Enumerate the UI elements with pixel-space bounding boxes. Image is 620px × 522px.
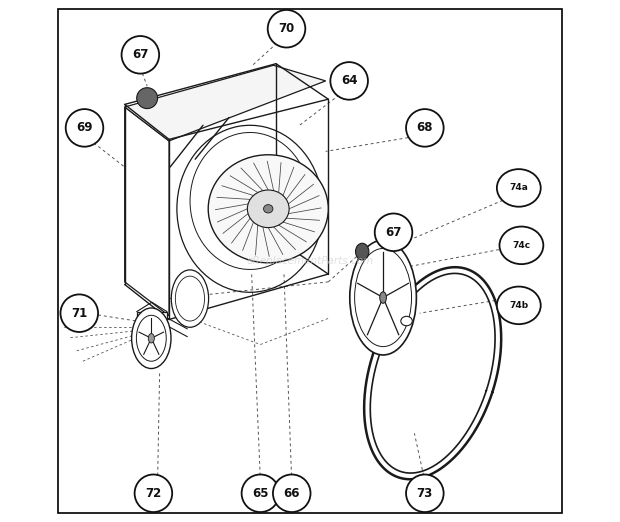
Polygon shape: [125, 107, 169, 316]
Ellipse shape: [208, 155, 328, 263]
Text: 67: 67: [132, 49, 149, 61]
Ellipse shape: [66, 109, 104, 147]
Ellipse shape: [61, 294, 98, 332]
Text: 69: 69: [76, 122, 93, 134]
Ellipse shape: [497, 169, 541, 207]
Bar: [136, 312, 167, 337]
Text: 71: 71: [71, 307, 87, 319]
Text: 73: 73: [417, 487, 433, 500]
Ellipse shape: [247, 190, 289, 228]
Ellipse shape: [131, 308, 171, 369]
Text: 70: 70: [278, 22, 294, 35]
Ellipse shape: [500, 227, 543, 264]
Ellipse shape: [406, 474, 444, 512]
Ellipse shape: [136, 88, 157, 109]
Ellipse shape: [355, 243, 369, 260]
Text: 74b: 74b: [509, 301, 528, 310]
Ellipse shape: [350, 240, 417, 355]
Ellipse shape: [171, 270, 208, 327]
Ellipse shape: [497, 287, 541, 324]
Text: 68: 68: [417, 122, 433, 134]
Text: eReplacementParts.com: eReplacementParts.com: [246, 256, 374, 266]
Text: 72: 72: [145, 487, 162, 500]
Text: 66: 66: [283, 487, 300, 500]
Text: 65: 65: [252, 487, 268, 500]
Ellipse shape: [242, 474, 279, 512]
Ellipse shape: [122, 36, 159, 74]
Ellipse shape: [401, 316, 412, 326]
Text: 74a: 74a: [510, 183, 528, 193]
Text: 64: 64: [341, 75, 357, 87]
Ellipse shape: [273, 474, 311, 512]
Ellipse shape: [330, 62, 368, 100]
Ellipse shape: [379, 292, 386, 303]
Polygon shape: [125, 65, 326, 141]
Ellipse shape: [264, 205, 273, 213]
Text: 74c: 74c: [512, 241, 531, 250]
Text: 67: 67: [386, 226, 402, 239]
Ellipse shape: [406, 109, 444, 147]
Ellipse shape: [135, 474, 172, 512]
Ellipse shape: [268, 10, 305, 48]
Ellipse shape: [148, 334, 154, 343]
Ellipse shape: [374, 213, 412, 251]
